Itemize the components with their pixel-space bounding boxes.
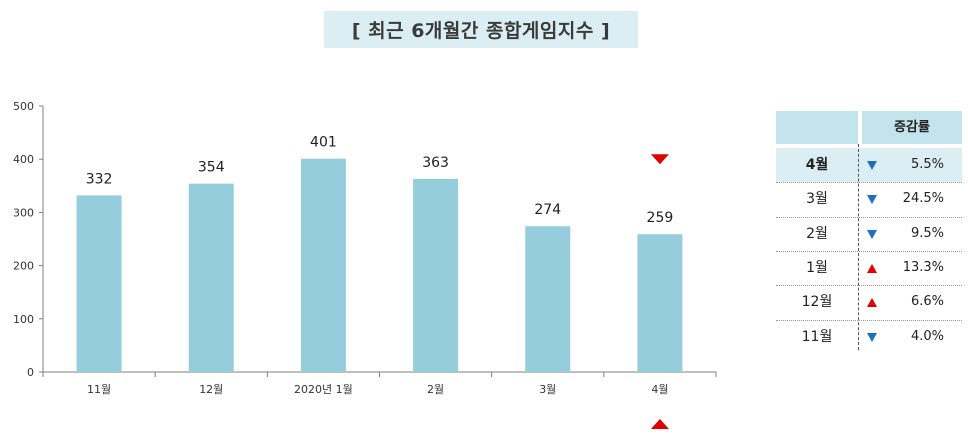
table-row: 2월 9.5% [776,217,962,251]
bar [300,158,346,372]
row-rate: 13.3% [902,259,944,275]
row-month: 3월 [806,191,828,208]
change-markers [650,154,669,429]
bar-value-label: 259 [647,210,674,226]
table-row: 12월 6.6% [776,285,962,319]
y-axis: 0 100 200 300 400 500 [13,100,44,379]
row-separator [776,319,962,321]
table-header-cell [862,111,962,144]
y-tick-label: 100 [13,313,34,326]
y-tick-label: 0 [27,366,34,379]
down-arrow-icon [867,161,877,170]
up-arrow-icon [650,419,669,429]
title-box: [ 최근 6개월간 종합게임지수 ] [324,11,638,48]
y-tick-label: 500 [13,100,34,113]
row-rate: 6.6% [910,294,944,310]
row-separator [776,216,962,218]
bar [188,183,234,372]
y-tick-label: 200 [13,260,34,273]
row-separator [776,182,962,184]
bar [637,234,683,372]
table-row: 11월 4.0% [776,320,962,354]
row-separator [776,285,962,287]
down-arrow-icon [650,154,669,165]
x-tick-label: 11월 [87,383,111,396]
table-divider [858,144,859,350]
bar-value-label: 354 [198,160,225,176]
down-arrow-icon [867,195,877,205]
x-tick-label: 4월 [651,383,668,396]
row-month: 11월 [801,328,833,345]
bar-value-label: 332 [86,171,113,187]
table-row: 1월 13.3% [776,251,962,285]
down-arrow-icon [867,332,877,342]
row-separator [776,250,962,252]
y-tick-label: 300 [13,206,34,219]
x-axis: 11월 12월 2020년 1월 2월 3월 4월 [42,371,717,396]
x-tick-label: 12월 [199,383,223,396]
bar-value-label: 274 [534,202,561,218]
row-rate: 4.0% [910,328,944,344]
table-row: 3월 24.5% [776,182,962,216]
row-month: 4월 [805,157,829,173]
row-month: 1월 [806,259,828,276]
bar-value-label: 363 [422,155,449,171]
y-tick-label: 400 [13,153,34,166]
chart-title: [ 최근 6개월간 종합게임지수 ] [351,20,611,42]
bar [413,178,459,372]
table-header-label: 증감률 [894,120,930,135]
row-month: 12월 [801,294,833,311]
bar-series: 332 354 401 363 274 259 [76,135,683,372]
row-month: 2월 [806,225,828,242]
row-rate: 5.5% [910,157,944,172]
row-rate: 24.5% [902,191,944,207]
table-row: 4월 5.5% [776,148,962,182]
bar-value-label: 401 [310,135,337,151]
x-tick-label: 2020년 1월 [294,383,353,396]
table-header-blank [776,111,858,144]
x-tick-label: 3월 [539,383,556,396]
bar [76,195,122,372]
up-arrow-icon [867,263,877,273]
bar [525,226,571,372]
x-tick-label: 2월 [427,383,444,396]
row-rate: 9.5% [910,225,944,241]
up-arrow-icon [867,298,877,308]
down-arrow-icon [867,229,877,239]
